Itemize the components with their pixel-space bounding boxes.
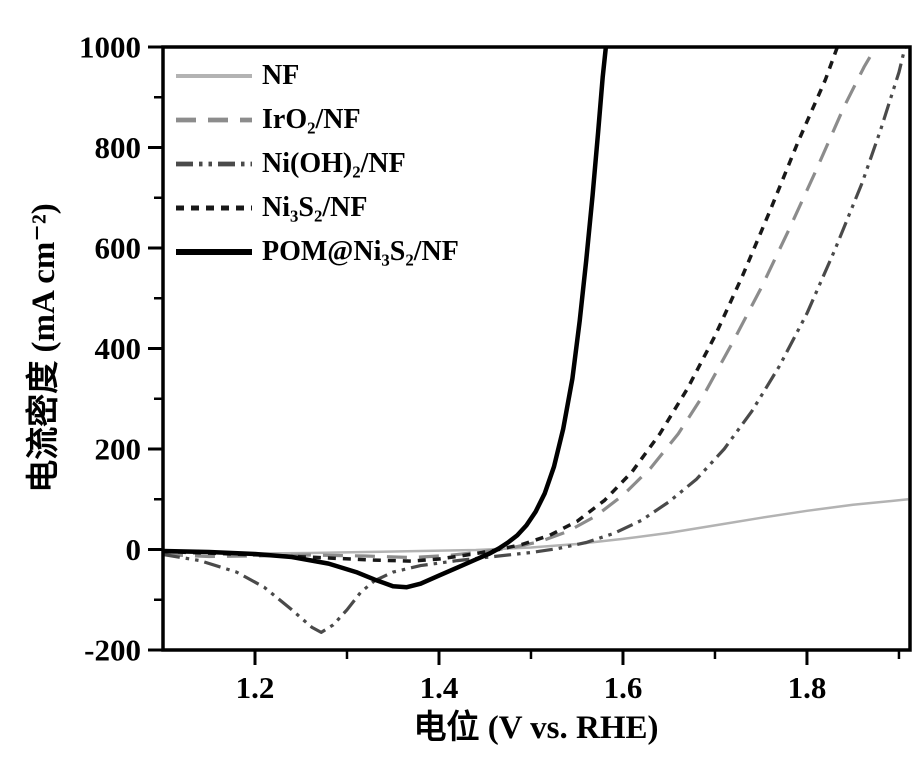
- x-tick-label: 1.2: [236, 670, 275, 705]
- x-axis-label: 电位 (V vs. RHE): [413, 710, 659, 746]
- legend-line-sample-nf: [176, 74, 252, 78]
- legend: NF IrO₂/NF Ni(OH)₂/NF Ni₃S₂/NF POM@Ni₃S₂…: [176, 54, 459, 274]
- series-nioh2-nf: [163, 47, 907, 635]
- legend-label-pom-ni3s2-nf: POM@Ni₃S₂/NF: [262, 236, 459, 267]
- legend-label-ni3s2-nf: Ni₃S₂/NF: [262, 192, 368, 223]
- legend-line-sample-nioh2-nf: [176, 161, 252, 167]
- x-tick-label: 1.8: [788, 670, 827, 705]
- y-tick-label: 400: [95, 331, 142, 366]
- legend-label-nioh2-nf: Ni(OH)₂/NF: [262, 148, 406, 179]
- y-tick-label: 0: [126, 532, 142, 567]
- x-tick-label: 1.4: [420, 670, 459, 705]
- y-axis-label: 电流密度 (mA cm⁻²): [26, 203, 62, 493]
- legend-item-nioh2-nf: Ni(OH)₂/NF: [176, 142, 459, 186]
- series-pom-ni3s2-nf: [163, 47, 609, 590]
- legend-line-sample-iro2-nf: [176, 117, 252, 123]
- y-tick-label: 1000: [79, 30, 141, 65]
- series-ni3s2-nf: [163, 47, 840, 563]
- legend-line-sample-ni3s2-nf: [176, 205, 252, 211]
- series-nf: [163, 498, 909, 555]
- legend-label-iro2-nf: IrO₂/NF: [262, 104, 361, 135]
- legend-line-sample-pom-ni3s2-nf: [176, 249, 252, 255]
- y-tick-label: -200: [84, 633, 141, 668]
- y-tick-label: 600: [95, 231, 142, 266]
- x-tick-label: 1.6: [604, 670, 643, 705]
- legend-item-pom-ni3s2-nf: POM@Ni₃S₂/NF: [176, 230, 459, 274]
- legend-label-nf: NF: [262, 60, 300, 91]
- axis-box: [161, 45, 912, 652]
- legend-item-iro2-nf: IrO₂/NF: [176, 98, 459, 142]
- series-iro2-nf: [163, 47, 878, 560]
- y-tick-label: 200: [95, 432, 142, 467]
- legend-item-nf: NF: [176, 54, 459, 98]
- legend-item-ni3s2-nf: Ni₃S₂/NF: [176, 186, 459, 230]
- y-tick-label: 800: [95, 130, 142, 165]
